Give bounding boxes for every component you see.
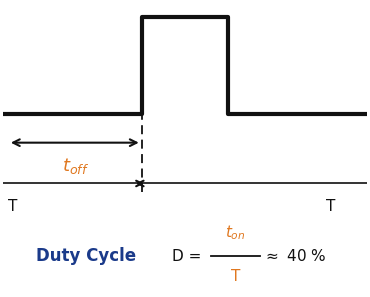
Text: T: T xyxy=(326,199,335,214)
Text: $t_{off}$: $t_{off}$ xyxy=(62,156,89,176)
Text: T: T xyxy=(231,269,240,284)
Text: $t_{on}$: $t_{on}$ xyxy=(225,224,246,242)
Text: T: T xyxy=(8,199,17,214)
Text: D =: D = xyxy=(172,249,201,264)
Text: $\approx$ 40 %: $\approx$ 40 % xyxy=(263,248,326,264)
Text: Duty Cycle: Duty Cycle xyxy=(36,247,136,265)
